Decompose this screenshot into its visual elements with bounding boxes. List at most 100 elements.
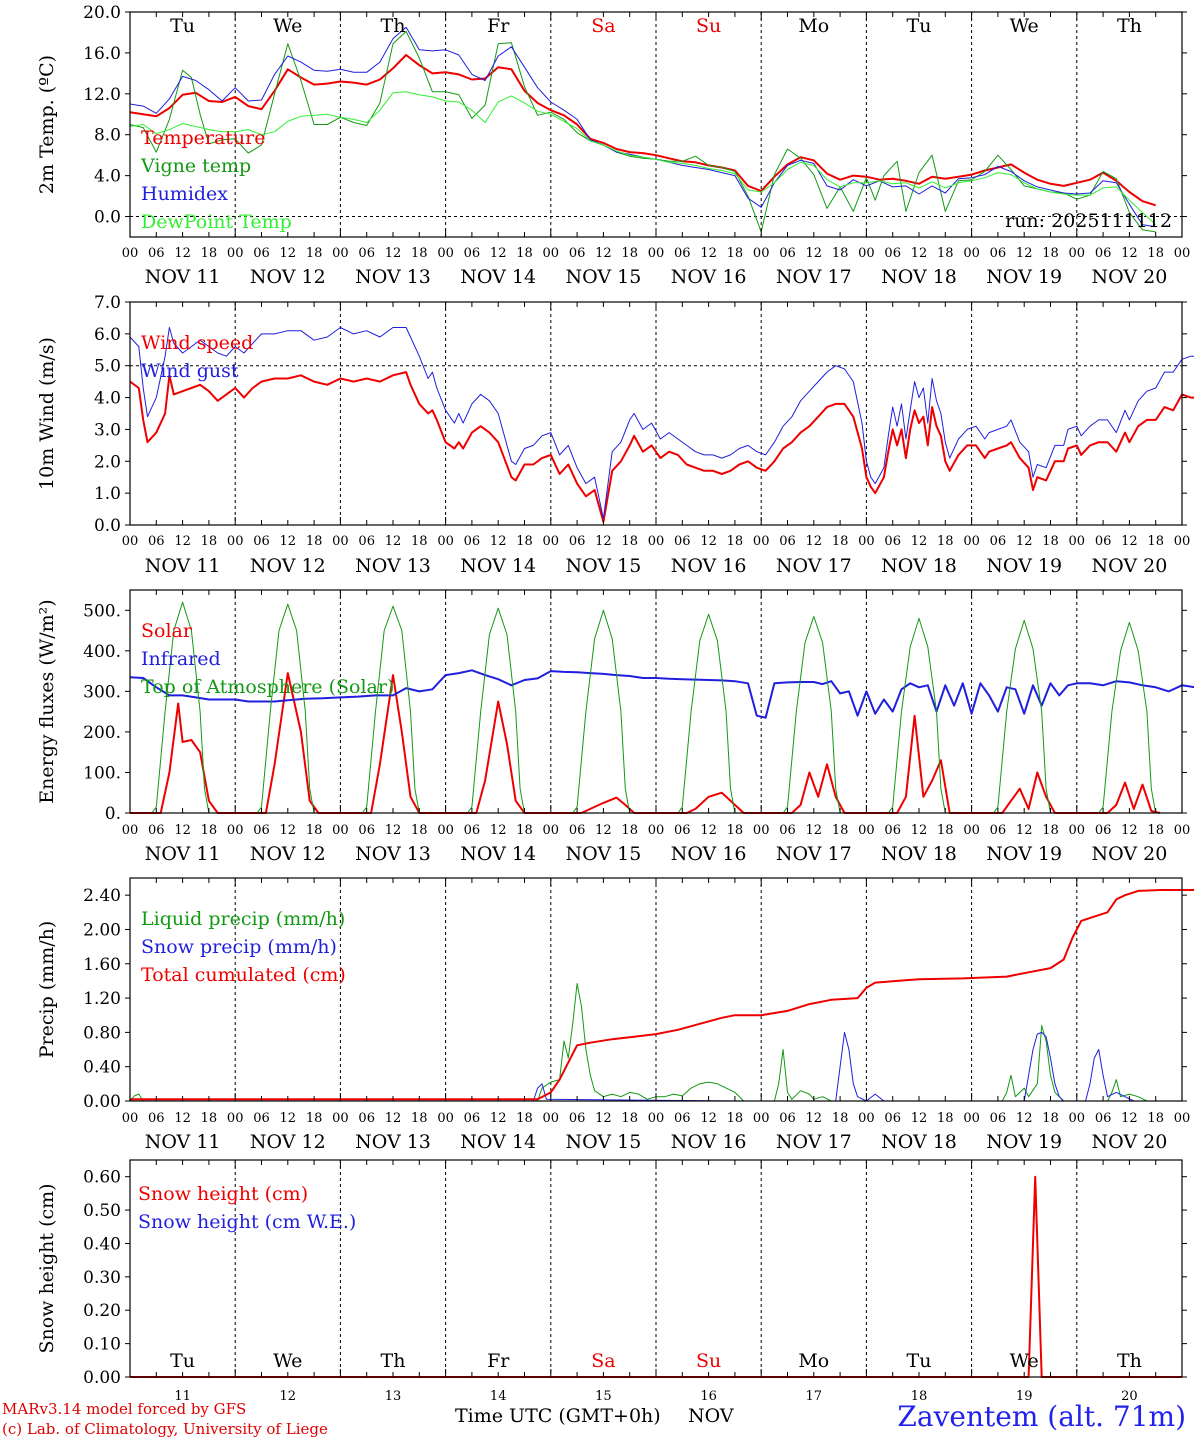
day-number-label: 19 xyxy=(1016,1389,1033,1404)
date-label: NOV 15 xyxy=(565,843,641,865)
hour-tick-label: 18 xyxy=(201,1111,218,1126)
hour-tick-label: 18 xyxy=(1042,823,1059,838)
date-label: NOV 18 xyxy=(881,843,957,865)
date-label: NOV 11 xyxy=(145,843,221,865)
date-label: NOV 20 xyxy=(1091,843,1167,865)
y-tick-label: 2.0 xyxy=(94,452,121,472)
series-line-dewpoint-temp xyxy=(129,91,1157,226)
weekday-label: Mo xyxy=(798,1350,829,1372)
series-line-infrared xyxy=(129,669,1194,719)
hour-tick-label: 18 xyxy=(1147,823,1164,838)
hour-tick-label: 12 xyxy=(700,1111,717,1126)
y-tick-label: 0.40 xyxy=(83,1234,121,1254)
weekday-label: Su xyxy=(696,1350,721,1372)
hour-tick-label: 06 xyxy=(148,534,165,549)
y-tick-label: 1.0 xyxy=(94,484,121,504)
date-label: NOV 18 xyxy=(881,1131,957,1153)
hour-tick-label: 12 xyxy=(1016,246,1033,261)
hour-tick-label: 12 xyxy=(911,246,928,261)
hour-tick-label: 12 xyxy=(806,246,823,261)
date-label: NOV 15 xyxy=(565,266,641,288)
plot-frame xyxy=(129,11,1183,238)
panel-wind: 0.0 1.0 2.0 3.0 4.0 5.0 6.0 7.0 10m Wind (m/s) 00… xyxy=(36,293,1194,577)
hour-tick-label: 18 xyxy=(1147,246,1164,261)
weekday-label: Th xyxy=(381,15,406,37)
date-label: NOV 12 xyxy=(250,1131,326,1153)
hour-tick-label: 12 xyxy=(490,534,507,549)
hour-tick-label: 18 xyxy=(832,534,849,549)
hour-tick-label: 00 xyxy=(648,246,665,261)
hour-tick-label: 00 xyxy=(648,1111,665,1126)
date-label: NOV 16 xyxy=(671,843,747,865)
hour-tick-label: 12 xyxy=(595,823,612,838)
hour-tick-label: 12 xyxy=(595,1111,612,1126)
hour-tick-label: 12 xyxy=(490,246,507,261)
date-label: NOV 16 xyxy=(671,266,747,288)
hour-tick-label: 18 xyxy=(201,823,218,838)
date-label: NOV 18 xyxy=(881,266,957,288)
hour-tick-label: 06 xyxy=(358,246,375,261)
hour-tick-label: 06 xyxy=(884,1111,901,1126)
hour-tick-label: 12 xyxy=(385,1111,402,1126)
lab-credit: (c) Lab. of Climatology, University of L… xyxy=(2,1420,328,1438)
day-number-label: 11 xyxy=(174,1389,191,1404)
date-label: NOV 19 xyxy=(986,1131,1062,1153)
hour-tick-label: 06 xyxy=(884,534,901,549)
hour-tick-label: 00 xyxy=(437,1111,454,1126)
hour-tick-label: 00 xyxy=(227,823,244,838)
date-label: NOV 17 xyxy=(776,266,852,288)
date-label: NOV 11 xyxy=(145,1131,221,1153)
plot-frame xyxy=(129,301,1183,526)
hour-tick-label: 06 xyxy=(569,534,586,549)
hour-tick-label: 00 xyxy=(543,246,560,261)
hour-tick-label: 12 xyxy=(911,534,928,549)
hour-tick-label: 18 xyxy=(411,534,428,549)
hour-tick-label: 00 xyxy=(858,1111,875,1126)
hour-tick-label: 18 xyxy=(411,246,428,261)
hour-tick-label: 06 xyxy=(358,534,375,549)
y-tick-label: 0.40 xyxy=(83,1058,121,1078)
hour-tick-label: 06 xyxy=(990,823,1007,838)
weekday-label: Sa xyxy=(591,1350,615,1372)
date-label: NOV 14 xyxy=(460,266,536,288)
weekday-label: Sa xyxy=(591,15,615,37)
date-label: NOV 17 xyxy=(776,843,852,865)
hour-tick-label: 06 xyxy=(674,246,691,261)
hour-tick-label: 00 xyxy=(543,823,560,838)
date-label: NOV 15 xyxy=(565,555,641,577)
hour-tick-label: 12 xyxy=(385,534,402,549)
weekday-label: Su xyxy=(696,15,721,37)
date-label: NOV 13 xyxy=(355,1131,431,1153)
hour-tick-label: 00 xyxy=(1174,1111,1191,1126)
y-tick-label: 12.0 xyxy=(83,85,121,105)
y-tick-label: 0.80 xyxy=(83,1023,121,1043)
plot-frame xyxy=(129,589,1183,814)
hour-tick-label: 00 xyxy=(963,246,980,261)
weekday-label: Tu xyxy=(170,15,195,37)
series-line-vigne-temp xyxy=(129,30,1156,233)
hour-tick-label: 06 xyxy=(674,534,691,549)
hour-tick-label: 12 xyxy=(700,823,717,838)
hour-tick-label: 00 xyxy=(543,534,560,549)
hour-tick-label: 00 xyxy=(1174,534,1191,549)
hour-tick-label: 12 xyxy=(911,823,928,838)
date-label: NOV 11 xyxy=(145,555,221,577)
hour-tick-label: 06 xyxy=(674,1111,691,1126)
day-number-label: 18 xyxy=(911,1389,928,1404)
hour-tick-label: 18 xyxy=(727,823,744,838)
model-credit: MARv3.14 model forced by GFS xyxy=(2,1400,247,1418)
hour-tick-label: 06 xyxy=(358,1111,375,1126)
day-number-label: 15 xyxy=(595,1389,612,1404)
date-label: NOV 16 xyxy=(671,555,747,577)
hour-tick-label: 00 xyxy=(963,1111,980,1126)
hour-tick-label: 12 xyxy=(280,823,297,838)
hour-tick-label: 18 xyxy=(937,534,954,549)
weekday-label: Fr xyxy=(487,1350,510,1372)
y-tick-label: 1.60 xyxy=(83,955,121,975)
series-line-wind-gust xyxy=(129,327,1194,520)
hour-tick-label: 00 xyxy=(227,246,244,261)
hour-tick-label: 06 xyxy=(253,1111,270,1126)
hour-tick-label: 00 xyxy=(858,534,875,549)
y-tick-label: 0.20 xyxy=(83,1301,121,1321)
hour-tick-label: 18 xyxy=(1042,534,1059,549)
